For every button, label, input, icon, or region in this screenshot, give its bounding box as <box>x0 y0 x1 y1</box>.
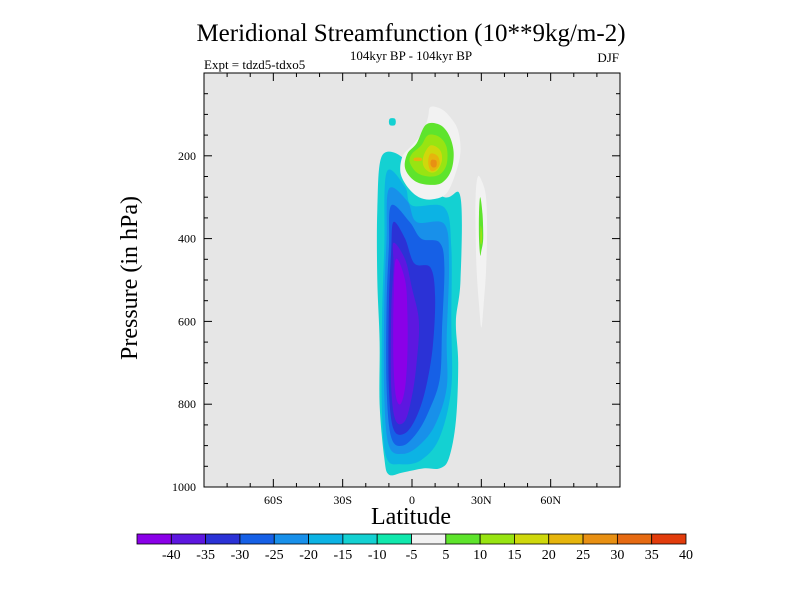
x-tick-label: 30N <box>471 493 492 507</box>
contour-subtrop-pos-5 <box>475 175 488 328</box>
chart-title: Meridional Streamfunction (10**9kg/m-2) <box>196 20 625 47</box>
expt-label: Expt = tdzd5-tdxo5 <box>204 57 305 72</box>
x-tick-label: 0 <box>409 493 415 507</box>
colorbar-label: 25 <box>576 548 590 563</box>
contour-upper-pos-25 <box>413 157 423 162</box>
colorbar-swatch <box>239 533 275 545</box>
season-label: DJF <box>597 50 619 65</box>
contour-subtrop-pos-15 <box>480 225 483 245</box>
contour-isolated-patch <box>388 118 396 126</box>
x-tick-label: 30S <box>333 493 352 507</box>
colorbar-label: -40 <box>162 548 181 563</box>
y-axis-label: Pressure (in hPa) <box>117 196 143 360</box>
colorbar-label: -15 <box>334 548 353 563</box>
colorbar-label: 5 <box>442 548 449 563</box>
axis-ticks: 60S 30S 0 30N 60N 200 400 600 800 1000 <box>172 73 620 507</box>
colorbar-label: 10 <box>473 548 487 563</box>
colorbar-swatch <box>582 533 618 545</box>
colorbar-swatch <box>411 533 447 545</box>
colorbar-label: -30 <box>231 548 250 563</box>
colorbar-swatch <box>616 533 653 545</box>
colorbar-swatch <box>651 533 687 545</box>
x-axis-label: Latitude <box>371 504 451 530</box>
colorbar-swatch <box>170 533 207 545</box>
colorbar: -40 -35 -30 -25 -20 -15 -10 -5 5 10 15 20 25 30 35 40 <box>136 533 693 563</box>
colorbar-swatch <box>273 533 309 545</box>
colorbar-swatch <box>136 533 172 545</box>
chart-subtitle: 104kyr BP - 104kyr BP <box>350 48 472 63</box>
contour-neg-cell-40 <box>395 283 404 383</box>
colorbar-label: -5 <box>406 548 418 563</box>
colorbar-swatch <box>548 533 584 545</box>
colorbar-swatch <box>376 533 412 545</box>
colorbar-swatch <box>445 533 481 545</box>
y-tick-label: 800 <box>178 397 196 411</box>
colorbar-label: 30 <box>610 548 624 563</box>
y-tick-label: 200 <box>178 149 196 163</box>
x-tick-label: 60S <box>264 493 283 507</box>
y-tick-label: 400 <box>178 232 196 246</box>
contour-fields <box>376 106 488 476</box>
y-tick-label: 600 <box>178 314 196 328</box>
colorbar-swatch <box>342 533 378 545</box>
x-tick-label: 60N <box>540 493 561 507</box>
colorbar-label: -10 <box>368 548 387 563</box>
colorbar-label: -20 <box>299 548 318 563</box>
y-tick-label: 1000 <box>172 480 196 494</box>
colorbar-swatch <box>205 533 241 545</box>
colorbar-label: 20 <box>542 548 556 563</box>
contour-upper-pos-30 <box>430 159 437 168</box>
colorbar-label: 40 <box>679 548 693 563</box>
colorbar-swatch <box>514 533 550 545</box>
colorbar-label: -35 <box>196 548 215 563</box>
colorbar-swatch <box>308 533 344 545</box>
colorbar-label: 35 <box>645 548 659 563</box>
colorbar-swatch <box>479 533 515 545</box>
colorbar-label: -25 <box>265 548 284 563</box>
colorbar-label: 15 <box>507 548 521 563</box>
